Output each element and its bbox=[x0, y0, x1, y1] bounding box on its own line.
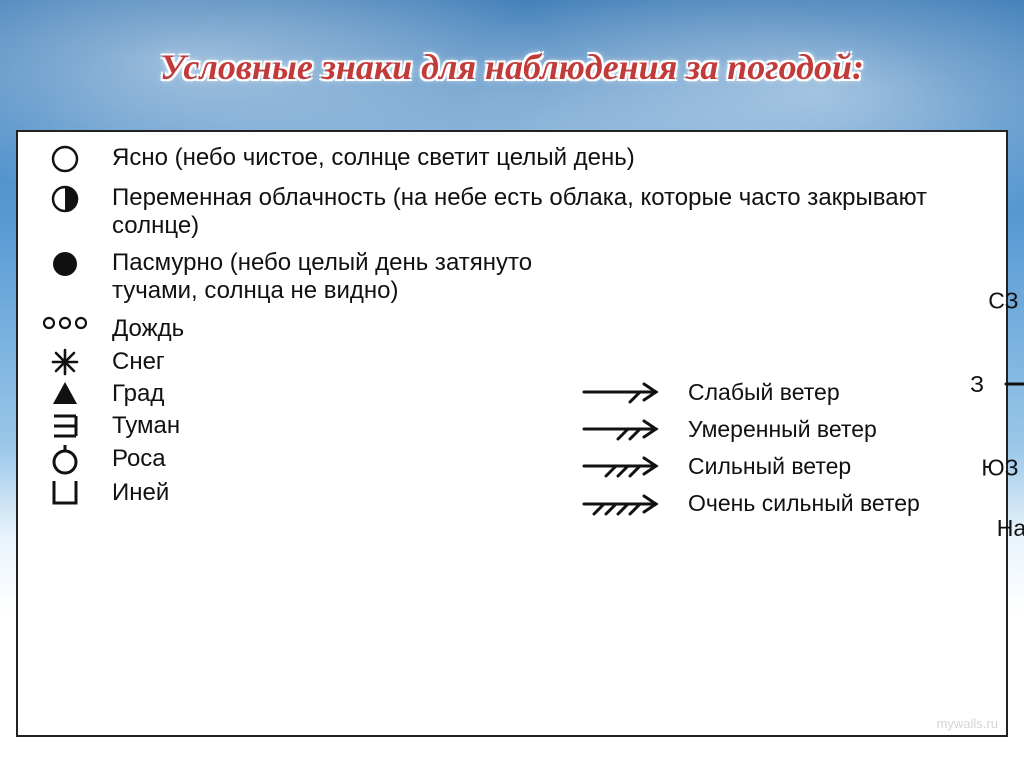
overcast-icon bbox=[36, 249, 94, 279]
page-title: Условные знаки для наблюдения за погодой… bbox=[0, 46, 1024, 88]
wind-row: Умеренный ветер bbox=[578, 416, 920, 443]
snow-icon bbox=[36, 348, 94, 376]
wind-row: Слабый ветер bbox=[578, 379, 920, 406]
legend-label: Переменная облачность (на небе есть обла… bbox=[112, 184, 988, 241]
legend-label: Иней bbox=[112, 479, 169, 507]
legend-row: Иней bbox=[36, 479, 546, 507]
legend-label: Дождь bbox=[112, 315, 184, 343]
wind-label: Сильный ветер bbox=[688, 453, 851, 480]
svg-text:ЮЗ: ЮЗ bbox=[981, 454, 1018, 480]
legend-label: Ясно (небо чистое, солнце светит целый д… bbox=[112, 144, 635, 172]
wind-arrow-icon bbox=[578, 453, 674, 479]
svg-text:З: З bbox=[970, 371, 984, 397]
compass-rose: ССВВЮВЮЮЗЗСЗ bbox=[952, 249, 1024, 509]
legend-row: Переменная облачность (на небе есть обла… bbox=[36, 184, 988, 241]
wind-arrow-icon bbox=[578, 416, 674, 442]
legend-label: Град bbox=[112, 380, 164, 408]
clear-icon bbox=[36, 144, 94, 174]
legend-content: Ясно (небо чистое, солнце светит целый д… bbox=[36, 144, 988, 723]
legend-row: Роса bbox=[36, 445, 546, 475]
wind-strength-list: Слабый ветер Умеренный ветер Сильный вет… bbox=[578, 379, 920, 542]
legend-row: Дождь bbox=[36, 315, 546, 343]
wind-label: Умеренный ветер bbox=[688, 416, 877, 443]
wind-arrow-icon bbox=[578, 491, 674, 517]
partly-cloudy-icon bbox=[36, 184, 94, 214]
legend-row: Пасмурно (небо целый день затянуто тучам… bbox=[36, 249, 546, 306]
frost-icon bbox=[36, 479, 94, 505]
legend-row: Град bbox=[36, 380, 546, 408]
sky-background: Условные знаки для наблюдения за погодой… bbox=[0, 0, 1024, 767]
legend-label: Туман bbox=[112, 412, 180, 440]
hail-icon bbox=[36, 380, 94, 406]
wind-row: Сильный ветер bbox=[578, 453, 920, 480]
legend-label: Пасмурно (небо целый день затянуто тучам… bbox=[112, 249, 546, 306]
legend-label: Роса bbox=[112, 445, 166, 473]
legend-label: Снег bbox=[112, 348, 165, 376]
compass-title: Направление ветра bbox=[997, 515, 1024, 542]
wind-label: Очень сильный ветер bbox=[688, 490, 920, 517]
legend-panel: Ясно (небо чистое, солнце светит целый д… bbox=[16, 130, 1008, 737]
wind-row: Очень сильный ветер bbox=[578, 490, 920, 517]
dew-icon bbox=[36, 445, 94, 475]
legend-row: Ясно (небо чистое, солнце светит целый д… bbox=[36, 144, 988, 174]
svg-text:СЗ: СЗ bbox=[988, 287, 1018, 313]
legend-row: Снег bbox=[36, 348, 546, 376]
rain-icon bbox=[36, 315, 94, 331]
watermark: mywalls.ru bbox=[937, 716, 998, 731]
fog-icon bbox=[36, 412, 94, 440]
wind-arrow-icon bbox=[578, 379, 674, 405]
legend-row: Туман bbox=[36, 412, 546, 440]
wind-label: Слабый ветер bbox=[688, 379, 840, 406]
